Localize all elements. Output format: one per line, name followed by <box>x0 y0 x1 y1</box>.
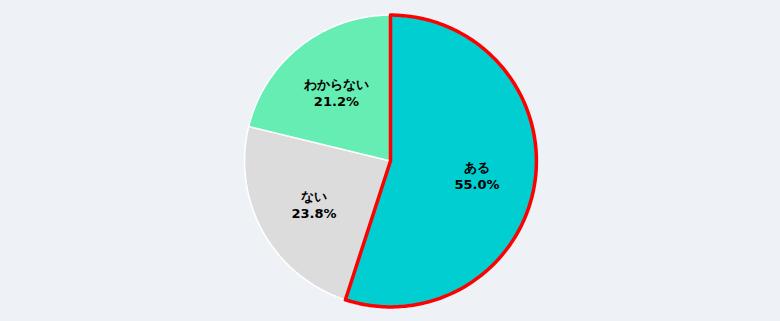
svg-text:ない23.8%: ない23.8% <box>291 189 336 221</box>
svg-text:ある55.0%: ある55.0% <box>454 160 499 192</box>
svg-text:わからない21.2%: わからない21.2% <box>303 77 369 109</box>
